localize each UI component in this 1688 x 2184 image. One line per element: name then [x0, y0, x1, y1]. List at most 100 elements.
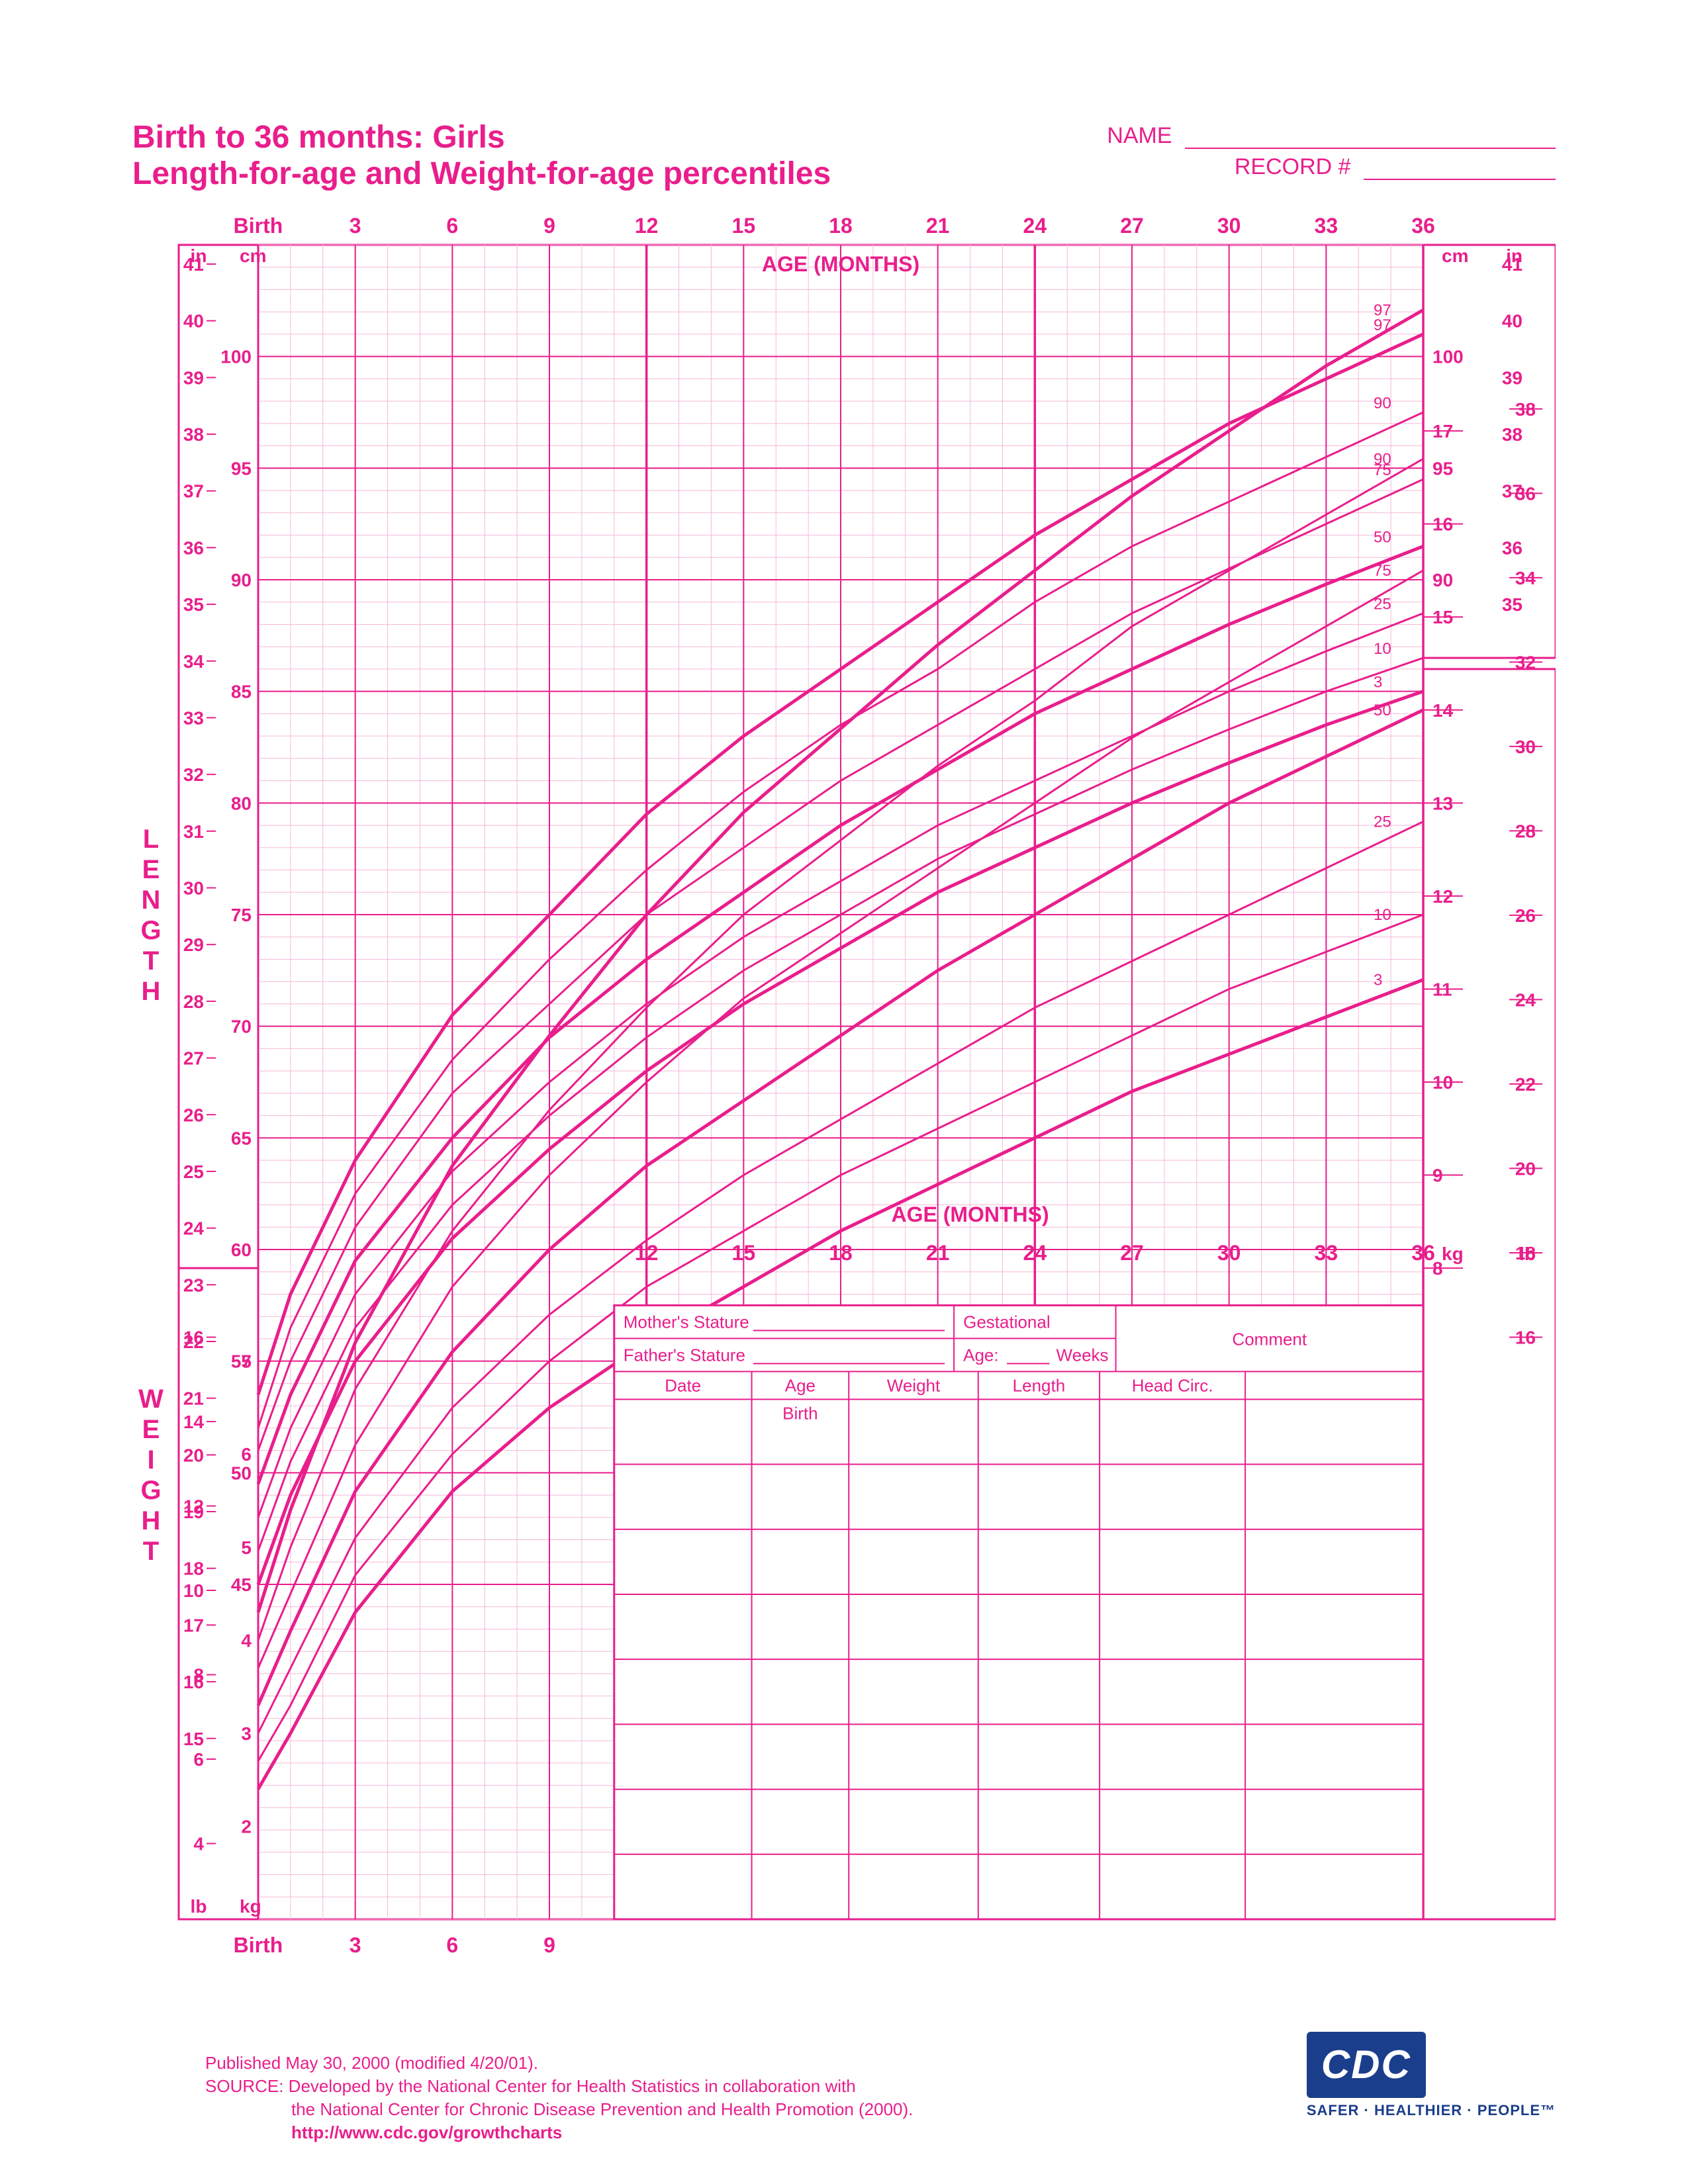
svg-text:12: 12	[635, 1241, 659, 1265]
svg-text:23: 23	[183, 1275, 204, 1295]
svg-text:Birth: Birth	[234, 1933, 283, 1957]
svg-text:4: 4	[241, 1630, 252, 1651]
svg-text:36: 36	[183, 537, 204, 558]
svg-text:6: 6	[446, 1933, 458, 1957]
svg-text:24: 24	[1023, 214, 1047, 238]
svg-text:Age: Age	[785, 1375, 816, 1395]
svg-text:50: 50	[231, 1463, 252, 1483]
svg-text:G: G	[140, 1476, 161, 1505]
svg-text:AGE (MONTHS): AGE (MONTHS)	[762, 252, 919, 276]
svg-text:6: 6	[193, 1749, 204, 1770]
svg-text:W: W	[138, 1385, 164, 1414]
svg-text:25: 25	[183, 1161, 204, 1182]
svg-text:3: 3	[1374, 674, 1382, 692]
svg-text:T: T	[143, 1537, 159, 1566]
svg-text:38: 38	[1502, 424, 1523, 445]
svg-text:Birth: Birth	[234, 214, 283, 238]
svg-text:30: 30	[1217, 214, 1241, 238]
svg-text:4: 4	[193, 1834, 204, 1854]
svg-text:15: 15	[732, 214, 756, 238]
name-label: NAME	[1107, 123, 1172, 148]
svg-text:28: 28	[183, 991, 204, 1012]
svg-text:7: 7	[241, 1351, 252, 1372]
title-line-2: Length-for-age and Weight-for-age percen…	[132, 156, 831, 192]
svg-text:15: 15	[183, 1729, 204, 1749]
svg-text:Weeks: Weeks	[1056, 1345, 1109, 1365]
svg-text:35: 35	[1502, 594, 1523, 615]
svg-text:Head Circ.: Head Circ.	[1132, 1375, 1213, 1395]
svg-text:24: 24	[183, 1218, 205, 1239]
svg-text:27: 27	[1120, 214, 1144, 238]
svg-text:18: 18	[829, 1241, 853, 1265]
svg-text:26: 26	[183, 1105, 204, 1125]
svg-text:lb: lb	[191, 1896, 207, 1917]
svg-text:2: 2	[241, 1816, 252, 1837]
svg-text:9: 9	[543, 1933, 555, 1957]
svg-text:95: 95	[1432, 458, 1453, 478]
svg-text:35: 35	[183, 594, 204, 615]
svg-text:3: 3	[350, 1933, 361, 1957]
svg-text:Father's Stature: Father's Stature	[624, 1345, 745, 1365]
svg-text:in: in	[191, 246, 207, 266]
svg-text:18: 18	[829, 214, 853, 238]
svg-text:37: 37	[183, 481, 204, 502]
svg-text:95: 95	[231, 458, 252, 478]
svg-text:Mother's Stature: Mother's Stature	[624, 1312, 749, 1332]
svg-text:18: 18	[183, 1559, 204, 1579]
svg-text:17: 17	[183, 1615, 204, 1635]
cdc-tagline: SAFER · HEALTHIER · PEOPLE™	[1307, 2102, 1556, 2119]
svg-text:Birth: Birth	[782, 1403, 818, 1423]
svg-text:40: 40	[1502, 311, 1523, 332]
svg-text:85: 85	[231, 682, 252, 702]
svg-text:25: 25	[1374, 813, 1391, 831]
svg-text:L: L	[143, 825, 159, 854]
svg-text:Age:: Age:	[963, 1345, 999, 1365]
svg-text:Gestational: Gestational	[963, 1312, 1051, 1332]
cdc-logo: CDC	[1307, 2032, 1426, 2098]
svg-text:97: 97	[1374, 301, 1391, 319]
svg-text:10: 10	[1374, 640, 1391, 658]
svg-text:33: 33	[1315, 214, 1338, 238]
svg-text:kg: kg	[240, 1896, 261, 1917]
svg-text:16: 16	[183, 1327, 204, 1347]
svg-text:38: 38	[183, 424, 204, 445]
growth-chart: 31025507590973102550759097Birth369121518…	[132, 205, 1556, 2005]
svg-text:10: 10	[183, 1580, 204, 1601]
svg-text:I: I	[147, 1445, 154, 1475]
svg-text:65: 65	[231, 1128, 252, 1148]
record-label: RECORD #	[1235, 154, 1351, 179]
svg-text:33: 33	[1315, 1241, 1338, 1265]
record-field[interactable]	[1364, 163, 1556, 180]
svg-text:21: 21	[183, 1388, 204, 1409]
svg-text:30: 30	[183, 878, 204, 899]
svg-text:90: 90	[1374, 394, 1391, 412]
svg-text:3: 3	[350, 214, 361, 238]
svg-text:in: in	[1506, 246, 1523, 266]
svg-text:AGE (MONTHS): AGE (MONTHS)	[891, 1203, 1049, 1226]
svg-text:45: 45	[231, 1574, 252, 1595]
svg-text:10: 10	[1374, 906, 1391, 924]
svg-text:27: 27	[183, 1048, 204, 1069]
svg-text:60: 60	[231, 1240, 252, 1260]
svg-text:34: 34	[183, 651, 205, 672]
svg-text:21: 21	[926, 1241, 950, 1265]
svg-text:39: 39	[183, 367, 204, 388]
svg-text:E: E	[142, 1415, 160, 1444]
svg-text:14: 14	[183, 1412, 205, 1432]
svg-text:31: 31	[183, 821, 204, 842]
svg-text:9: 9	[543, 214, 555, 238]
svg-text:50: 50	[1374, 528, 1391, 546]
svg-text:80: 80	[231, 793, 252, 813]
title-line-1: Birth to 36 months: Girls	[132, 119, 831, 156]
name-field[interactable]	[1185, 132, 1556, 149]
svg-text:20: 20	[183, 1445, 204, 1465]
svg-text:lb: lb	[1519, 1244, 1536, 1264]
svg-text:cm: cm	[1442, 246, 1468, 266]
svg-text:6: 6	[446, 214, 458, 238]
svg-text:Comment: Comment	[1232, 1329, 1307, 1349]
svg-text:90: 90	[231, 570, 252, 590]
svg-text:36: 36	[1502, 537, 1523, 558]
svg-text:6: 6	[241, 1444, 252, 1465]
svg-text:24: 24	[1023, 1241, 1047, 1265]
svg-text:39: 39	[1502, 367, 1523, 388]
